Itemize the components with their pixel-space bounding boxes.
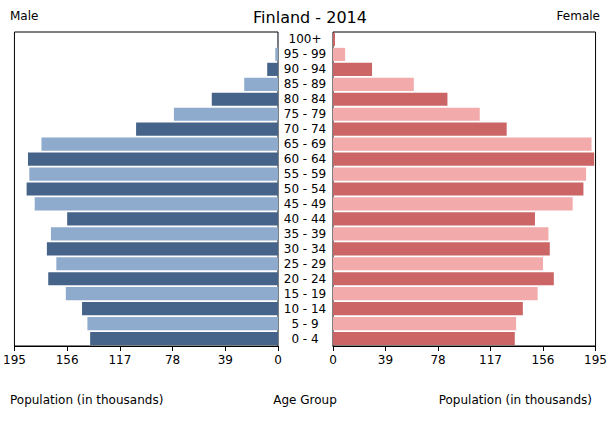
svg-text:75 - 79: 75 - 79 xyxy=(284,107,327,121)
svg-text:195: 195 xyxy=(584,353,607,367)
svg-text:0 - 4: 0 - 4 xyxy=(291,332,318,346)
svg-text:156: 156 xyxy=(532,353,555,367)
svg-text:0: 0 xyxy=(329,353,337,367)
svg-text:50 - 54: 50 - 54 xyxy=(284,182,327,196)
svg-text:195: 195 xyxy=(3,353,26,367)
svg-text:Population (in thousands): Population (in thousands) xyxy=(439,393,592,407)
svg-text:39: 39 xyxy=(218,353,233,367)
svg-text:70 - 74: 70 - 74 xyxy=(284,122,327,136)
svg-text:40 - 44: 40 - 44 xyxy=(284,212,327,226)
svg-text:5 - 9: 5 - 9 xyxy=(291,317,318,331)
svg-text:Male: Male xyxy=(10,9,38,23)
svg-text:78: 78 xyxy=(165,353,180,367)
svg-text:30 - 34: 30 - 34 xyxy=(284,242,327,256)
svg-text:117: 117 xyxy=(479,353,502,367)
svg-text:45 - 49: 45 - 49 xyxy=(284,197,327,211)
svg-text:95 - 99: 95 - 99 xyxy=(284,47,327,61)
svg-text:Age Group: Age Group xyxy=(273,393,337,407)
svg-text:55 - 59: 55 - 59 xyxy=(284,167,327,181)
svg-text:90 - 94: 90 - 94 xyxy=(284,62,327,76)
svg-text:60 - 64: 60 - 64 xyxy=(284,152,327,166)
svg-text:15 - 19: 15 - 19 xyxy=(284,287,327,301)
svg-text:100+: 100+ xyxy=(289,32,322,46)
svg-text:Female: Female xyxy=(557,9,600,23)
svg-text:78: 78 xyxy=(430,353,445,367)
svg-text:80 - 84: 80 - 84 xyxy=(284,92,327,106)
svg-text:20 - 24: 20 - 24 xyxy=(284,272,327,286)
svg-text:156: 156 xyxy=(56,353,79,367)
svg-text:0: 0 xyxy=(274,353,282,367)
svg-text:25 - 29: 25 - 29 xyxy=(284,257,327,271)
svg-text:117: 117 xyxy=(108,353,131,367)
svg-text:35 - 39: 35 - 39 xyxy=(284,227,327,241)
svg-text:85 - 89: 85 - 89 xyxy=(284,77,327,91)
svg-text:65 - 69: 65 - 69 xyxy=(284,137,327,151)
svg-text:10 - 14: 10 - 14 xyxy=(284,302,327,316)
svg-text:Population (in thousands): Population (in thousands) xyxy=(10,393,163,407)
svg-text:Finland - 2014: Finland - 2014 xyxy=(253,8,367,27)
svg-text:39: 39 xyxy=(378,353,393,367)
